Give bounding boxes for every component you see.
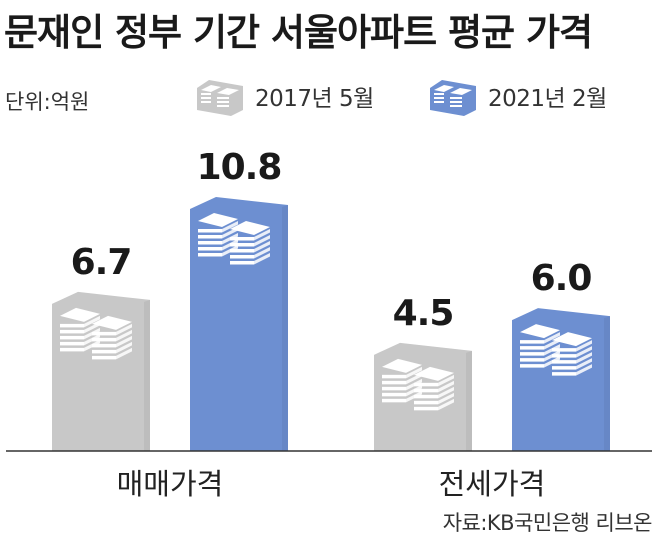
money-stack-icon bbox=[430, 80, 476, 116]
legend-item-2017: 2017년 5월 bbox=[195, 76, 374, 116]
legend-item-2021: 2021년 2월 bbox=[428, 76, 607, 116]
source-note: 자료:KB국민은행 리브온 bbox=[442, 511, 653, 535]
value-label-1-0: 4.5 bbox=[393, 293, 454, 334]
legend-label-2017: 2017년 5월 bbox=[255, 86, 374, 112]
value-label-0-1: 10.8 bbox=[197, 147, 282, 188]
legend-label-2021: 2021년 2월 bbox=[488, 86, 607, 112]
chart-title: 문재인 정부 기간 서울아파트 평균 가격 bbox=[4, 11, 593, 54]
category-label-0: 매매가격 bbox=[117, 467, 224, 501]
bar-0-1 bbox=[190, 197, 288, 451]
money-stack-icon bbox=[197, 80, 243, 116]
bar-1-0 bbox=[374, 342, 472, 451]
bar-group bbox=[52, 197, 610, 451]
value-label-0-0: 6.7 bbox=[71, 242, 132, 283]
unit-label: 단위:억원 bbox=[5, 90, 90, 114]
label-group: 6.7 10.8 매매가격 4.5 6.0 전세가격 bbox=[71, 147, 593, 501]
bar-1-1 bbox=[512, 308, 610, 451]
value-label-1-1: 6.0 bbox=[531, 258, 592, 299]
category-label-1: 전세가격 bbox=[439, 467, 546, 501]
bar-0-0 bbox=[52, 291, 150, 451]
